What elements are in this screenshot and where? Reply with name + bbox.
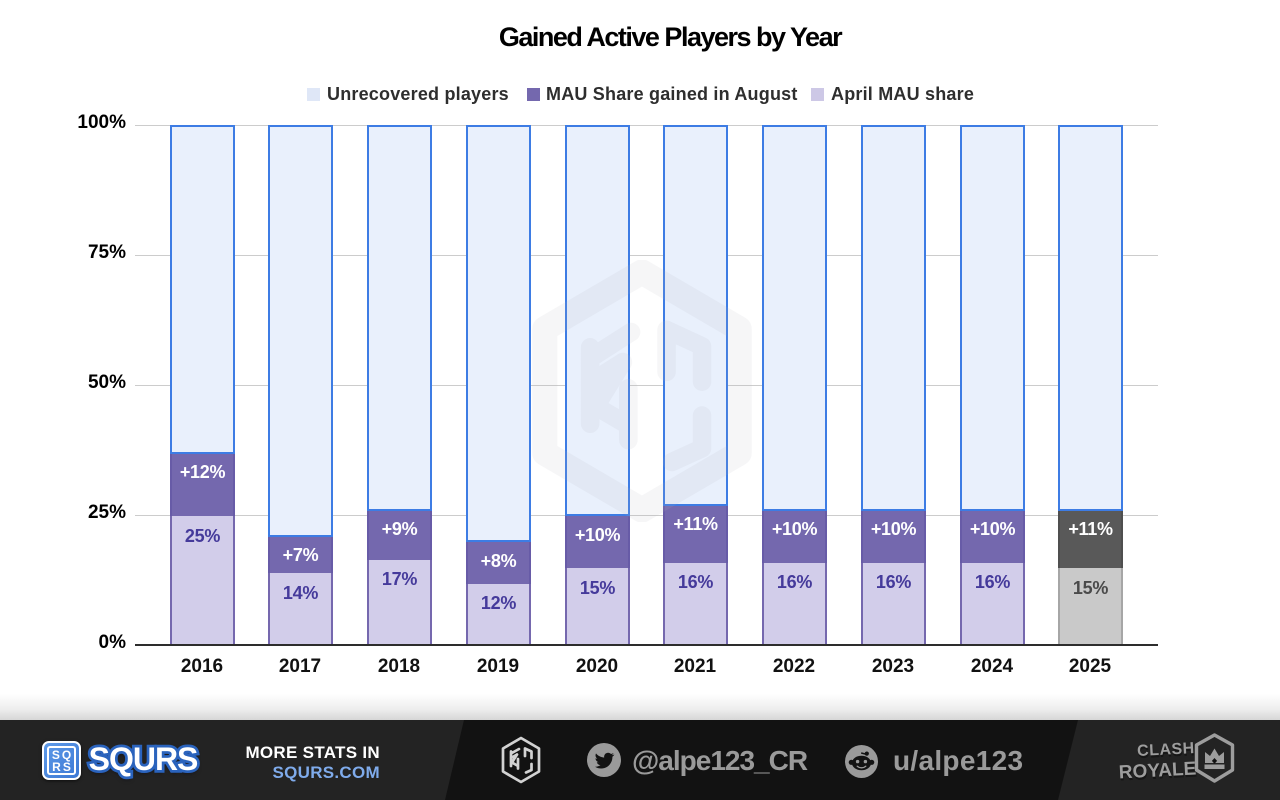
svg-text:ROYALE: ROYALE: [1118, 758, 1196, 783]
svg-text:CLASH: CLASH: [1137, 740, 1195, 760]
svg-text:CLASH: CLASH: [1137, 742, 1195, 762]
svg-text:ROYALE: ROYALE: [1119, 761, 1197, 786]
